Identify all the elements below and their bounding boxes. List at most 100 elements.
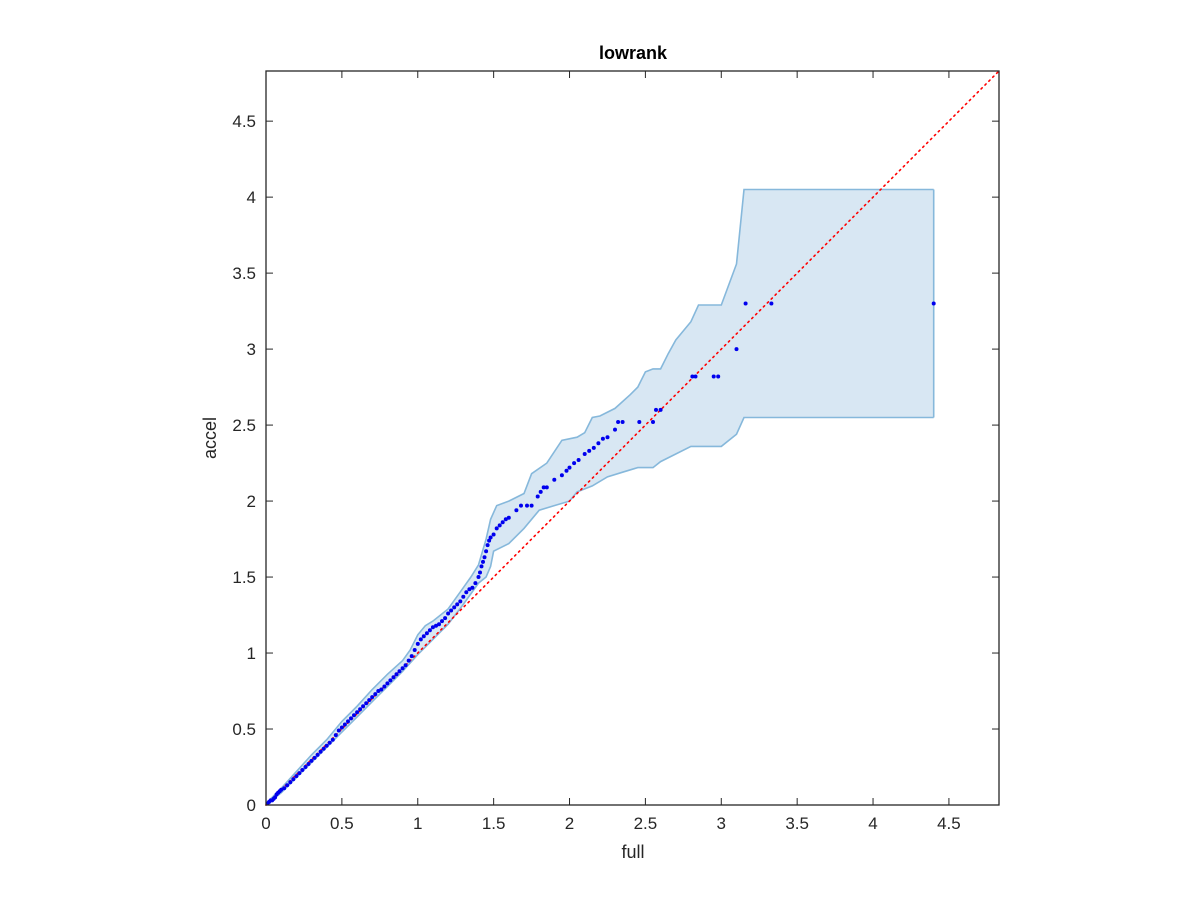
data-point	[716, 374, 721, 379]
data-point	[443, 616, 448, 621]
data-point	[494, 526, 499, 531]
data-point	[497, 523, 502, 528]
data-point	[282, 786, 287, 791]
x-tick-label: 2	[565, 814, 574, 833]
data-point	[358, 707, 363, 712]
data-point	[406, 658, 411, 663]
data-point	[352, 713, 356, 718]
data-point	[769, 301, 774, 306]
data-point	[427, 628, 432, 633]
y-tick-label: 0	[247, 796, 256, 815]
data-point	[525, 503, 529, 508]
x-tick-label: 3	[717, 814, 726, 833]
data-point	[403, 663, 408, 668]
y-tick-label: 3	[247, 340, 256, 359]
data-point	[364, 701, 369, 706]
data-point	[481, 559, 485, 564]
data-point	[333, 733, 338, 738]
data-point	[487, 538, 492, 543]
data-point	[479, 564, 484, 569]
data-point	[394, 672, 399, 677]
data-point	[434, 623, 438, 628]
data-point	[658, 407, 663, 412]
x-tick-label: 4	[868, 814, 877, 833]
data-point	[400, 666, 405, 671]
x-axis-label: full	[621, 842, 644, 862]
data-point	[452, 605, 457, 610]
y-tick-label: 1.5	[232, 568, 256, 587]
x-tick-label: 1	[413, 814, 422, 833]
x-tick-label: 0.5	[330, 814, 354, 833]
chart-title: lowrank	[599, 43, 668, 63]
data-point	[587, 448, 592, 453]
data-point	[506, 515, 511, 520]
data-point	[346, 719, 350, 724]
data-point	[544, 485, 549, 490]
data-point	[370, 695, 375, 700]
data-point	[538, 489, 543, 494]
y-tick-label: 2.5	[232, 416, 256, 435]
data-point	[503, 517, 508, 522]
data-point	[449, 608, 454, 613]
data-point	[297, 771, 302, 776]
data-point	[285, 783, 290, 788]
data-point	[605, 435, 610, 440]
data-point	[294, 774, 299, 779]
y-tick-label: 1	[247, 644, 256, 663]
data-point	[467, 587, 472, 592]
data-point	[567, 465, 572, 470]
data-point	[321, 746, 326, 751]
data-point	[361, 704, 366, 709]
data-point	[382, 684, 387, 689]
data-point	[620, 420, 625, 424]
data-point	[336, 728, 341, 733]
data-point	[418, 637, 423, 642]
data-point	[330, 737, 335, 742]
data-point	[591, 445, 596, 450]
data-point	[461, 594, 466, 599]
data-point	[559, 473, 564, 478]
data-point	[476, 575, 481, 579]
data-point	[485, 543, 490, 548]
data-point	[931, 301, 936, 306]
data-points	[265, 301, 936, 806]
data-point	[743, 301, 748, 306]
data-point	[491, 532, 496, 537]
axes-box	[265, 70, 1000, 806]
data-point	[309, 758, 314, 763]
y-tick-label: 4.5	[232, 112, 256, 131]
data-point	[654, 407, 658, 412]
data-point	[535, 494, 540, 499]
data-point	[306, 762, 311, 766]
data-point	[279, 787, 284, 792]
data-point	[613, 427, 617, 432]
band-fill	[266, 189, 934, 805]
data-point	[385, 681, 390, 686]
data-point	[324, 743, 329, 748]
data-point	[596, 441, 601, 446]
y-tick-label: 2	[247, 492, 256, 511]
data-point	[300, 768, 305, 772]
data-point	[693, 374, 698, 379]
data-point	[514, 508, 519, 513]
data-point	[409, 654, 414, 659]
data-point	[470, 585, 475, 590]
data-point	[315, 752, 320, 757]
data-point	[391, 675, 396, 680]
data-point	[376, 689, 381, 693]
data-point	[430, 625, 435, 630]
data-point	[519, 503, 523, 508]
data-point	[415, 641, 420, 646]
data-point	[342, 722, 347, 727]
data-point	[464, 590, 469, 595]
data-point	[484, 549, 489, 554]
data-point	[339, 725, 344, 730]
data-point	[367, 698, 372, 703]
data-point	[600, 436, 605, 441]
data-point	[379, 687, 384, 692]
data-point	[564, 468, 569, 473]
data-point	[373, 692, 378, 697]
data-point	[327, 740, 332, 745]
data-point	[552, 477, 557, 482]
data-point	[440, 619, 444, 624]
